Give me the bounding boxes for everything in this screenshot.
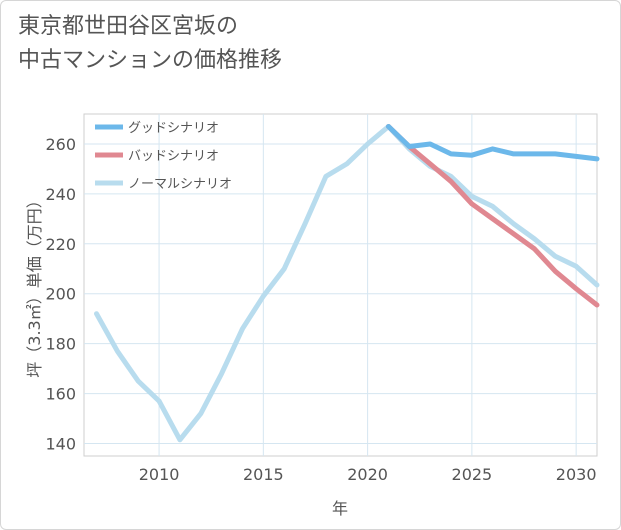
legend-item-normal: ノーマルシナリオ	[95, 177, 232, 192]
x-tick-label: 2015	[243, 465, 284, 484]
y-tick-label: 140	[45, 435, 76, 454]
y-tick-label: 160	[45, 385, 76, 404]
legend-label: グッドシナリオ	[128, 121, 219, 136]
chart-title-line1: 東京都世田谷区宮坂の	[18, 14, 239, 39]
series-lines	[94, 124, 600, 443]
y-tick-label: 220	[45, 235, 76, 254]
chart-title-line2: 中古マンションの価格推移	[18, 48, 283, 73]
bad-scenario-line	[386, 124, 600, 308]
good-scenario-line	[386, 124, 600, 162]
y-tick-label: 240	[45, 185, 76, 204]
x-tick-label: 2010	[139, 465, 180, 484]
y-tick-label: 260	[45, 135, 76, 154]
legend-item-bad: バッドシナリオ	[95, 149, 219, 164]
y-tick-label: 200	[45, 285, 76, 304]
chart-title: 東京都世田谷区宮坂の 中古マンションの価格推移	[18, 10, 282, 78]
normal-scenario-line	[94, 124, 600, 443]
legend-label: ノーマルシナリオ	[128, 177, 232, 192]
y-tick-label: 180	[45, 335, 76, 354]
x-tick-label: 2030	[556, 465, 597, 484]
x-tick-label: 2025	[452, 465, 493, 484]
legend-label: バッドシナリオ	[128, 149, 219, 164]
plot-area	[83, 113, 598, 457]
x-tick-label: 2020	[347, 465, 388, 484]
x-axis-ticks: 2010 2015 2020 2025 2030	[139, 465, 597, 484]
y-axis-label: 坪（3.3㎡）単価（万円）	[25, 192, 44, 377]
y-axis-ticks: 140 160 180 200 220 240 260	[45, 135, 76, 454]
x-axis-label: 年	[332, 499, 348, 518]
grid	[84, 114, 597, 456]
legend-item-good: グッドシナリオ	[95, 121, 219, 136]
